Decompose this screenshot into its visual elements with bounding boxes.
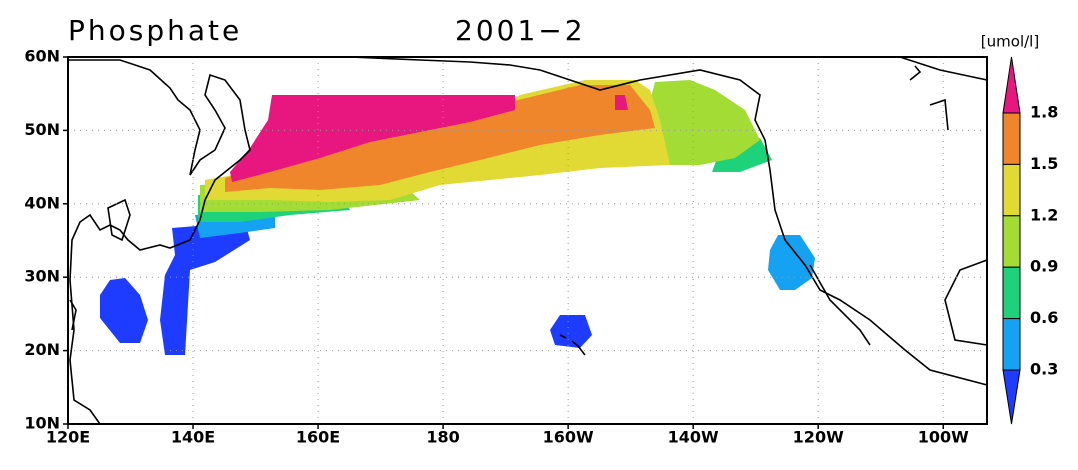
region — [100, 278, 148, 343]
coastline-japan-korea — [107, 198, 131, 242]
colorbar-cap — [1002, 56, 1021, 114]
x-tick-label: 160E — [296, 428, 340, 447]
coastline-canada — [899, 56, 988, 131]
x-tick-label: 140W — [668, 428, 719, 447]
coastline-philippines — [69, 299, 77, 331]
x-tick-label: 100W — [918, 428, 969, 447]
period: 2001−2 — [455, 14, 586, 47]
x-tick-label: 120W — [793, 428, 844, 447]
colorbar-label: 1.5 — [1030, 154, 1058, 173]
x-tick-label: 140E — [171, 428, 215, 447]
colorbar-segment — [1002, 112, 1021, 165]
x-tick-label: 160W — [543, 428, 594, 447]
y-tick-label: 40N — [24, 193, 60, 212]
y-tick-label: 30N — [24, 267, 60, 286]
region — [230, 95, 515, 182]
region — [550, 315, 592, 348]
phosphate-field — [100, 80, 815, 355]
y-tick-label: 10N — [24, 414, 60, 433]
colorbar-segment — [1002, 266, 1021, 320]
coastline-alaska — [349, 56, 988, 386]
colorbar-cap — [1002, 369, 1021, 425]
colorbar-segment — [1002, 318, 1021, 371]
coastline-hawaii — [559, 334, 586, 356]
region — [645, 80, 760, 165]
title: Phosphate — [68, 14, 242, 47]
colorbar-segment — [1002, 163, 1021, 217]
y-tick-label: 20N — [24, 340, 60, 359]
coastline-asia — [68, 59, 251, 425]
colorbar-label: 0.6 — [1030, 308, 1058, 327]
region — [768, 235, 815, 290]
map-frame — [67, 56, 988, 425]
region — [225, 85, 655, 192]
x-tick-label: 120E — [46, 428, 90, 447]
region — [615, 95, 628, 110]
region — [160, 222, 250, 355]
colorbar-label: 1.8 — [1030, 103, 1058, 122]
coastline-mexico — [809, 259, 988, 346]
colorbar-segment — [1002, 215, 1021, 268]
region — [712, 138, 772, 172]
units: [umol/l] — [981, 33, 1039, 51]
x-tick-label: 180 — [426, 428, 459, 447]
colorbar-label: 1.2 — [1030, 205, 1058, 224]
y-tick-label: 60N — [24, 47, 60, 66]
coastlines — [68, 56, 988, 425]
y-tick-label: 50N — [24, 120, 60, 139]
colorbar-label: 0.9 — [1030, 257, 1058, 276]
colorbar-label: 0.3 — [1030, 360, 1058, 379]
